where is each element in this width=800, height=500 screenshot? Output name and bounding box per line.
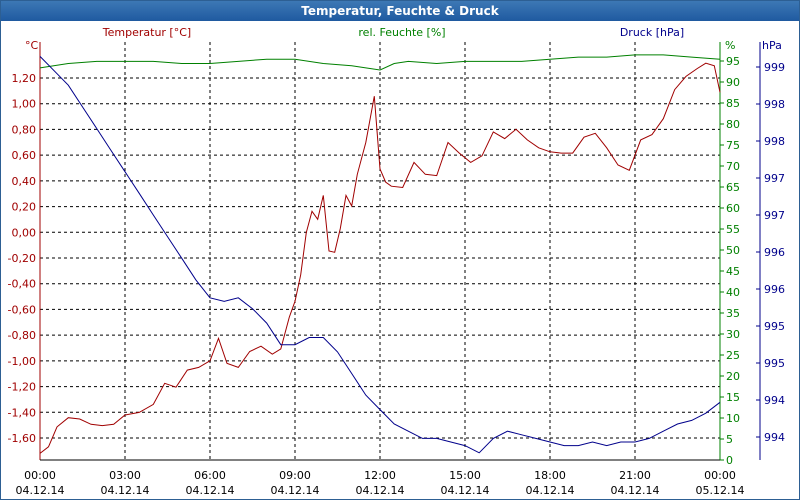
pressure-tick-label: 994 (764, 431, 785, 444)
x-tick-time: 00:00 (704, 469, 736, 482)
pressure-tick-label: 998 (764, 135, 785, 148)
pressure-tick-label: 996 (764, 283, 785, 296)
legend-pressure: Druck [hPa] (620, 26, 684, 39)
humidity-tick-label: 20 (726, 370, 740, 383)
humidity-tick-label: 65 (726, 181, 740, 194)
x-tick-date: 04.12.14 (101, 484, 150, 497)
humidity-tick-label: 30 (726, 328, 740, 341)
temp-tick-label: 0,80 (12, 123, 37, 136)
humidity-tick-label: 50 (726, 244, 740, 257)
temp-tick-label: -0,60 (8, 303, 36, 316)
humidity-tick-label: 80 (726, 118, 740, 131)
temp-tick-label: 0,40 (12, 175, 37, 188)
x-tick-time: 12:00 (364, 469, 396, 482)
x-tick-date: 04.12.14 (16, 484, 65, 497)
pressure-series-line (39, 56, 721, 454)
legend-humidity: rel. Feuchte [%] (358, 26, 445, 39)
temp-tick-label: 1,20 (12, 72, 37, 85)
temp-tick-label: -0,20 (8, 252, 36, 265)
pressure-tick-label: 997 (764, 209, 785, 222)
humidity-tick-label: 60 (726, 202, 740, 215)
humidity-tick-label: 5 (726, 433, 733, 446)
humidity-tick-label: 45 (726, 265, 740, 278)
temp-tick-label: 1,00 (12, 98, 37, 111)
x-tick-time: 18:00 (534, 469, 566, 482)
pressure-tick-label: 999 (764, 61, 785, 74)
humidity-tick-label: 85 (726, 97, 740, 110)
temperature-series-line (39, 62, 721, 454)
temp-tick-label: 0,00 (12, 226, 37, 239)
x-tick-time: 21:00 (619, 469, 651, 482)
humidity-tick-label: 15 (726, 391, 740, 404)
temp-tick-label: -0,40 (8, 278, 36, 291)
temp-tick-label: -1,60 (8, 432, 36, 445)
x-tick-time: 15:00 (449, 469, 481, 482)
x-tick-date: 04.12.14 (611, 484, 660, 497)
window-title: Temperatur, Feuchte & Druck (1, 1, 799, 21)
pressure-tick-label: 994 (764, 394, 785, 407)
humidity-tick-label: 70 (726, 160, 740, 173)
pressure-tick-label: 997 (764, 172, 785, 185)
temp-tick-label: -1,00 (8, 355, 36, 368)
x-tick-time: 03:00 (109, 469, 141, 482)
humidity-tick-label: 10 (726, 412, 740, 425)
x-tick-time: 09:00 (279, 469, 311, 482)
legend-temperature: Temperatur [°C] (102, 26, 191, 39)
pressure-tick-label: 996 (764, 246, 785, 259)
temp-tick-label: 0,20 (12, 201, 37, 214)
temp-tick-label: -1,20 (8, 381, 36, 394)
x-tick-time: 00:00 (24, 469, 56, 482)
right-axis-unit-humidity: % (725, 39, 735, 52)
humidity-tick-label: 55 (726, 223, 740, 236)
temp-tick-label: -0,80 (8, 329, 36, 342)
x-tick-time: 06:00 (194, 469, 226, 482)
x-tick-date: 04.12.14 (526, 484, 575, 497)
humidity-tick-label: 90 (726, 76, 740, 89)
pressure-tick-label: 998 (764, 98, 785, 111)
x-tick-date: 04.12.14 (441, 484, 490, 497)
x-tick-date: 05.12.14 (696, 484, 745, 497)
humidity-series-line (39, 54, 721, 71)
humidity-tick-label: 75 (726, 139, 740, 152)
right-axis-unit-pressure: hPa (762, 39, 782, 52)
humidity-tick-label: 95 (726, 55, 740, 68)
humidity-tick-label: 0 (726, 454, 733, 467)
pressure-tick-label: 995 (764, 320, 785, 333)
left-axis-unit: °C (25, 39, 39, 52)
x-tick-date: 04.12.14 (186, 484, 235, 497)
humidity-tick-label: 35 (726, 307, 740, 320)
temp-tick-label: 0,60 (12, 149, 37, 162)
pressure-tick-label: 995 (764, 357, 785, 370)
x-tick-date: 04.12.14 (356, 484, 405, 497)
x-tick-date: 04.12.14 (271, 484, 320, 497)
temp-tick-label: -1,40 (8, 406, 36, 419)
humidity-tick-label: 40 (726, 286, 740, 299)
humidity-tick-label: 25 (726, 349, 740, 362)
